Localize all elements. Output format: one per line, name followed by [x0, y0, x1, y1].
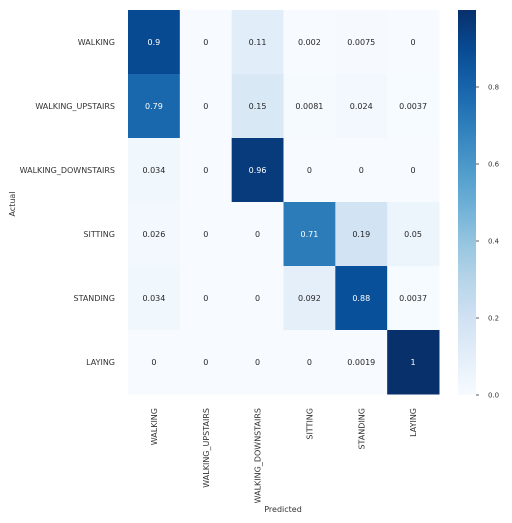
y-tick-label: WALKING: [78, 38, 115, 47]
cell-value-label: 0.024: [350, 102, 373, 111]
y-tick-label: SITTING: [83, 230, 115, 239]
y-axis-label: Actual: [8, 191, 17, 216]
cell-value-label: 0.88: [352, 294, 370, 303]
cell-value-label: 0: [359, 166, 364, 175]
heatmap-cell: [335, 10, 388, 75]
heatmap-cell: [283, 202, 336, 267]
cell-value-label: 0: [307, 166, 312, 175]
cell-value-label: 0: [203, 166, 208, 175]
cell-value-label: 0.05: [404, 230, 422, 239]
heatmap-cell: [231, 202, 284, 267]
cell-value-label: 0.002: [298, 38, 321, 47]
cell-value-label: 0: [203, 102, 208, 111]
y-tick-label: LAYING: [86, 358, 115, 367]
cell-value-label: 0.96: [249, 166, 267, 175]
cell-value-label: 0: [307, 358, 312, 367]
x-axis-tick-labels: WALKING WALKING_UPSTAIRS WALKING_DOWNSTAIR…: [150, 408, 418, 503]
cell-value-label: 0.034: [142, 294, 165, 303]
heatmap-cell: [128, 330, 181, 395]
heatmap-cell: [179, 330, 233, 395]
heatmap-cell: [335, 138, 388, 203]
colorbar-tick-label: 0.6: [488, 161, 500, 169]
heatmap-cell: [283, 10, 336, 75]
heatmap-cell: [335, 74, 388, 139]
heatmap-cell: [231, 266, 284, 331]
colorbar-tick-label: 0.4: [488, 238, 500, 246]
cell-value-label: 0.0075: [347, 38, 375, 47]
cell-value-label: 0.0037: [399, 102, 427, 111]
heatmap-cell: [387, 202, 440, 267]
heatmap-cell: [387, 10, 440, 75]
cell-value-label: 0.026: [142, 230, 165, 239]
heatmap-cell: [128, 202, 181, 267]
cell-value-label: 0.0037: [399, 294, 427, 303]
cell-value-label: 0.79: [145, 102, 163, 111]
cell-value-label: 0: [203, 230, 208, 239]
x-tick-label: WALKING_UPSTAIRS: [202, 408, 211, 488]
cell-value-label: 0.092: [298, 294, 321, 303]
cell-value-label: 0: [255, 294, 260, 303]
heatmap-cell: [335, 266, 388, 331]
x-tick-label: SITTING: [305, 408, 314, 440]
heatmap-cell: [231, 74, 284, 139]
cell-value-label: 0: [411, 38, 416, 47]
y-tick-label: WALKING_DOWNSTAIRS: [20, 166, 115, 175]
x-axis-label: Predicted: [264, 505, 302, 514]
colorbar: [458, 10, 476, 395]
heatmap-cell: [283, 74, 336, 139]
cell-value-label: 0.71: [301, 230, 319, 239]
cell-value-label: 0: [411, 166, 416, 175]
x-tick-label: STANDING: [357, 408, 366, 450]
heatmap-cell: [283, 266, 336, 331]
cell-value-label: 0.0019: [347, 358, 375, 367]
x-tick-label: WALKING: [150, 408, 159, 445]
heatmap-cell: [128, 266, 181, 331]
y-tick-label: STANDING: [73, 294, 115, 303]
heatmap-cell: [283, 138, 336, 203]
colorbar-tick-labels: 0.0 0.2 0.4 0.6 0.8: [476, 84, 500, 400]
heatmap-cell: [128, 74, 181, 139]
heatmap-cell: [179, 138, 233, 203]
y-axis-tick-labels: WALKING WALKING_UPSTAIRS WALKING_DOWNSTAIR…: [20, 38, 115, 367]
heatmap-cell: [387, 330, 440, 395]
cell-value-label: 0.15: [249, 102, 267, 111]
cell-value-label: 0: [203, 294, 208, 303]
heatmap-cell: [179, 266, 233, 331]
heatmap-cell: [231, 10, 284, 75]
cell-value-label: 0: [255, 358, 260, 367]
x-tick-label: LAYING: [409, 408, 418, 437]
y-tick-label: WALKING_UPSTAIRS: [35, 102, 115, 111]
heatmap-cell: [128, 138, 181, 203]
colorbar-tick-label: 0.2: [488, 315, 499, 323]
heatmap-cell: [387, 266, 440, 331]
heatmap-cells: [128, 10, 440, 395]
cell-value-label: 1: [411, 358, 416, 367]
cell-value-label: 0: [255, 230, 260, 239]
cell-value-label: 0.0081: [295, 102, 323, 111]
cell-value-label: 0: [203, 38, 208, 47]
heatmap-cell: [179, 74, 233, 139]
heatmap-cell: [128, 10, 181, 75]
colorbar-tick-label: 0.0: [488, 392, 499, 400]
cell-value-label: 0.034: [142, 166, 165, 175]
heatmap-cell: [179, 10, 233, 75]
heatmap-cell: [179, 202, 233, 267]
heatmap-cell-labels: 0.9 0 0.11 0.002 0.0075 0 0.79 0 0.15 0.0081 0.024…: [142, 38, 427, 367]
heatmap-cell: [335, 202, 388, 267]
cell-value-label: 0.9: [148, 38, 161, 47]
x-tick-label: WALKING_DOWNSTAIRS: [254, 408, 263, 503]
heatmap-cell: [335, 330, 388, 395]
heatmap-cell: [231, 138, 284, 203]
cell-value-label: 0.11: [249, 38, 267, 47]
heatmap-cell: [283, 330, 336, 395]
heatmap-cell: [387, 138, 440, 203]
heatmap-cell: [231, 330, 284, 395]
cell-value-label: 0: [203, 358, 208, 367]
cell-value-label: 0: [151, 358, 156, 367]
cell-value-label: 0.19: [352, 230, 370, 239]
heatmap-cell: [387, 74, 440, 139]
colorbar-tick-label: 0.8: [488, 84, 499, 92]
